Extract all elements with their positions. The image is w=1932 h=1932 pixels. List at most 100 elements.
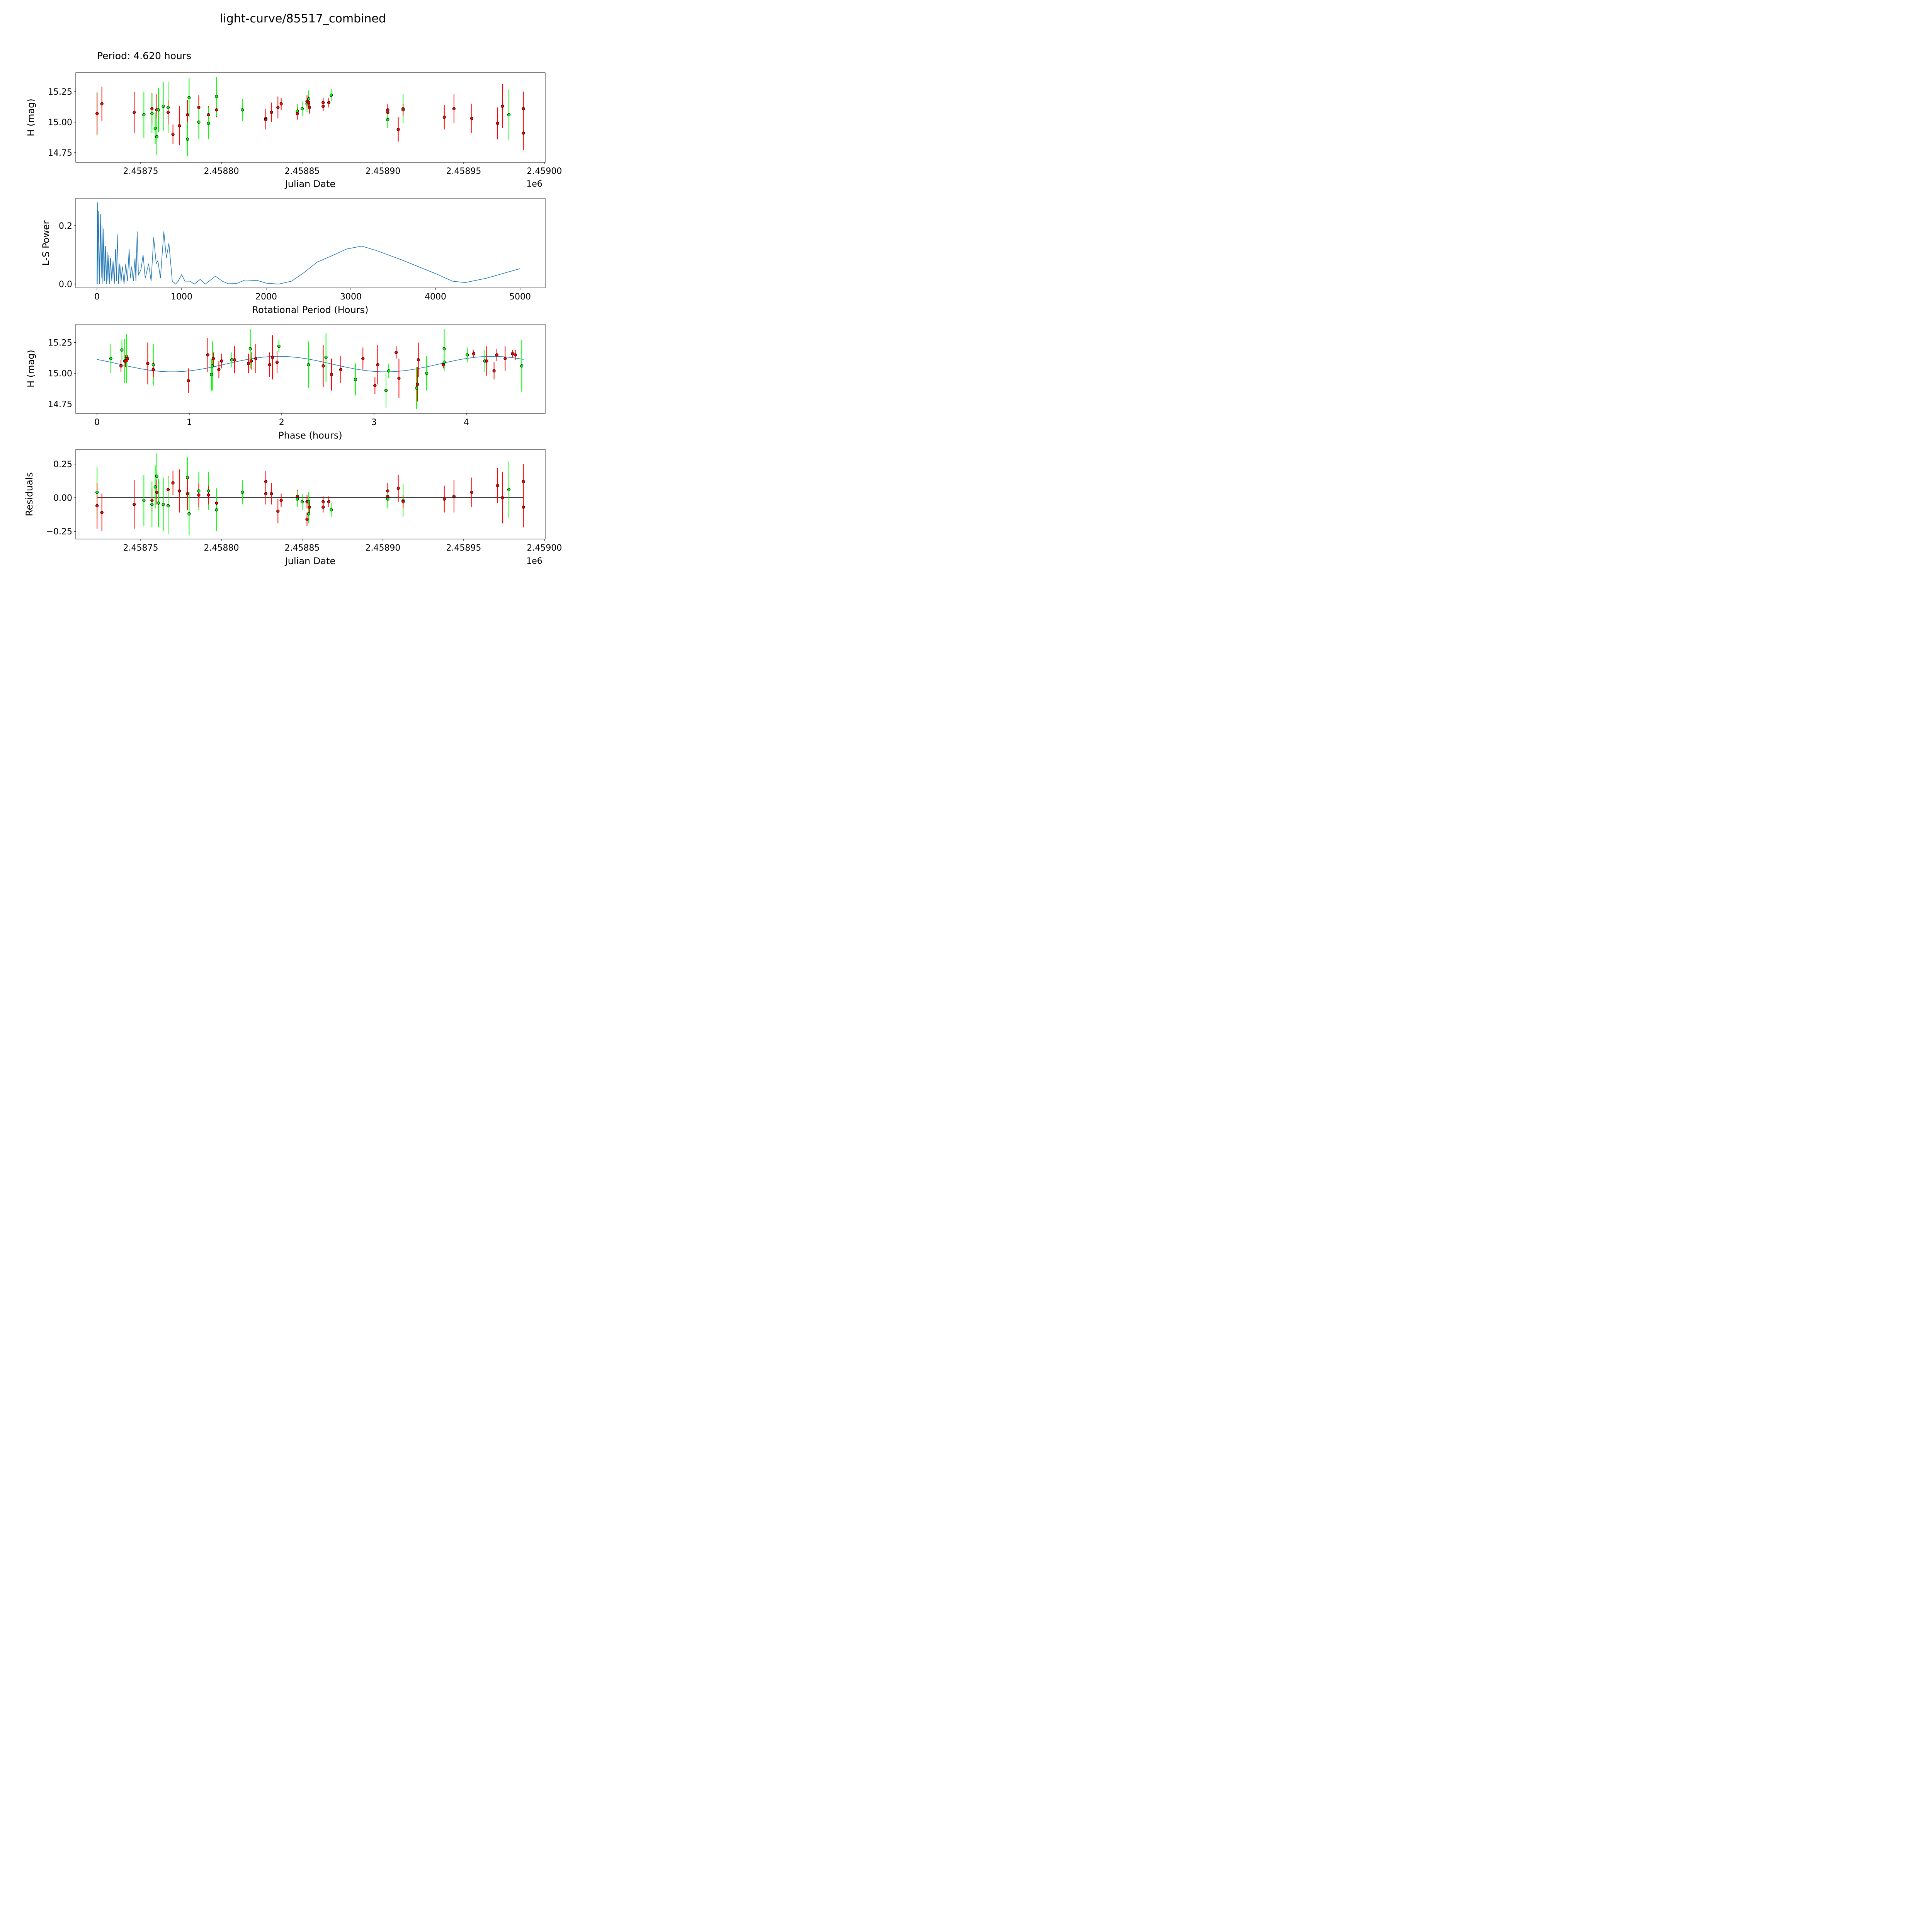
- data-point: [247, 362, 250, 365]
- data-point: [307, 512, 310, 515]
- y-axis-label: L-S Power: [41, 220, 51, 265]
- data-point: [470, 117, 473, 120]
- data-point: [307, 500, 310, 503]
- data-point: [270, 492, 273, 495]
- data-point: [276, 509, 280, 513]
- data-point: [485, 359, 488, 363]
- data-point: [321, 364, 325, 368]
- x-axis-label: Rotational Period (Hours): [252, 304, 369, 315]
- data-point: [100, 511, 104, 514]
- data-point: [330, 94, 333, 97]
- y-tick-label: 15.00: [48, 118, 72, 128]
- data-point: [384, 389, 388, 392]
- x-axis-label: Phase (hours): [278, 430, 342, 441]
- data-point: [442, 116, 446, 119]
- data-point: [150, 112, 154, 115]
- data-point: [300, 500, 304, 503]
- data-point: [327, 101, 331, 104]
- data-point: [166, 105, 170, 109]
- data-point: [197, 105, 201, 109]
- data-point: [386, 489, 389, 493]
- data-point: [307, 101, 310, 104]
- data-point: [187, 379, 190, 383]
- plot-area: [97, 202, 520, 285]
- data-point: [396, 128, 400, 131]
- data-point: [296, 497, 299, 501]
- x-tick-label: 2.45890: [365, 543, 400, 553]
- chart-periodogram: 0 1000 2000 3000 4000 5000 0.0 0.2 Rotational Pe…: [41, 198, 546, 315]
- data-point: [275, 361, 279, 364]
- data-point: [452, 107, 456, 111]
- data-point: [503, 357, 507, 361]
- y-tick-label: 0.0: [59, 280, 72, 289]
- data-point: [153, 126, 157, 130]
- y-axis-label: H (mag): [26, 99, 36, 136]
- data-point: [277, 345, 281, 348]
- data-point: [207, 493, 210, 497]
- x-tick-label: 4000: [425, 292, 446, 302]
- y-tick-label: 0.25: [53, 460, 72, 469]
- data-point: [279, 498, 283, 502]
- data-point: [156, 108, 160, 112]
- data-point: [186, 138, 189, 141]
- data-point: [339, 368, 342, 371]
- data-point: [142, 498, 146, 502]
- data-point: [276, 105, 280, 109]
- data-point: [442, 347, 446, 350]
- plot-area: [97, 329, 524, 409]
- data-point: [492, 369, 496, 372]
- data-point: [155, 474, 158, 478]
- data-point: [215, 508, 218, 512]
- data-point: [511, 352, 514, 355]
- data-point: [361, 357, 365, 361]
- data-point: [264, 492, 268, 495]
- data-point: [210, 373, 213, 376]
- data-point: [150, 107, 154, 111]
- data-point: [279, 102, 283, 105]
- data-point: [186, 492, 189, 495]
- x-axis-label: Julian Date: [284, 179, 336, 189]
- data-point: [296, 495, 299, 498]
- x-tick-label: 2.45895: [446, 167, 481, 176]
- data-point: [507, 113, 511, 117]
- data-point: [324, 355, 328, 359]
- data-point: [100, 102, 104, 105]
- period-subtitle: Period: 4.620 hours: [97, 50, 191, 61]
- data-point: [321, 104, 325, 108]
- data-point: [522, 107, 525, 111]
- data-point: [241, 108, 244, 112]
- data-point: [495, 353, 498, 357]
- data-point: [442, 497, 446, 501]
- data-point: [386, 111, 389, 114]
- data-point: [162, 503, 165, 506]
- data-point: [308, 105, 311, 109]
- data-point: [178, 489, 181, 493]
- x-tick-label: 1: [187, 418, 192, 427]
- data-point: [241, 491, 244, 494]
- data-point: [327, 500, 331, 503]
- data-point: [248, 347, 252, 350]
- data-point: [206, 353, 209, 357]
- axes-frame: [75, 449, 546, 539]
- data-point: [472, 352, 476, 355]
- data-point: [373, 384, 377, 387]
- data-point: [166, 504, 170, 508]
- data-point: [425, 371, 429, 375]
- data-point: [452, 495, 456, 498]
- chart-lightcurve: 2.45875 2.45880 2.45885 2.45890 2.45895 2.459…: [26, 72, 562, 189]
- data-point: [415, 386, 418, 390]
- data-point: [520, 364, 524, 368]
- x-tick-label: 2.45880: [204, 167, 239, 176]
- data-point: [95, 491, 99, 494]
- data-point: [268, 363, 271, 366]
- y-tick-label: 15.00: [48, 369, 72, 379]
- data-point: [215, 501, 218, 505]
- x-tick-label: 2.45880: [204, 543, 239, 553]
- y-tick-label: 0.00: [53, 493, 72, 503]
- data-point: [187, 96, 191, 99]
- data-point: [155, 491, 158, 494]
- data-point: [270, 111, 273, 114]
- y-tick-label: −0.25: [46, 527, 72, 537]
- data-point: [95, 504, 99, 508]
- data-point: [466, 353, 469, 357]
